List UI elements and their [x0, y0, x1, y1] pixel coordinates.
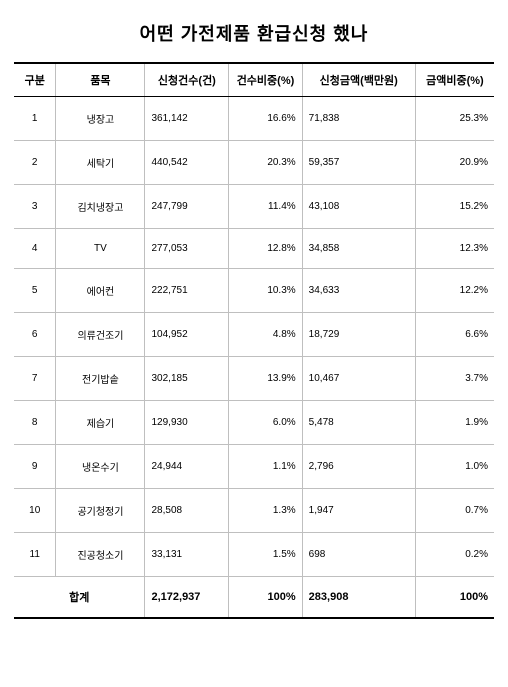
table-total-row: 합계 2,172,937 100% 283,908 100%: [14, 577, 494, 619]
cell-amount-pct: 1.9%: [415, 401, 494, 445]
cell-idx: 4: [14, 229, 56, 269]
cell-item: 의류건조기: [56, 313, 145, 357]
cell-item: 전기밥솥: [56, 357, 145, 401]
col-header-count: 신청건수(건): [145, 63, 229, 97]
cell-count-pct: 6.0%: [229, 401, 302, 445]
cell-item: 냉온수기: [56, 445, 145, 489]
table-row: 4TV277,05312.8%34,85812.3%: [14, 229, 494, 269]
cell-amount: 34,633: [302, 269, 415, 313]
cell-amount-pct: 0.2%: [415, 533, 494, 577]
cell-count-pct: 13.9%: [229, 357, 302, 401]
col-header-item: 품목: [56, 63, 145, 97]
total-count-pct: 100%: [229, 577, 302, 619]
cell-count-pct: 4.8%: [229, 313, 302, 357]
cell-item: TV: [56, 229, 145, 269]
cell-count: 277,053: [145, 229, 229, 269]
cell-count: 129,930: [145, 401, 229, 445]
cell-item: 에어컨: [56, 269, 145, 313]
cell-amount-pct: 6.6%: [415, 313, 494, 357]
cell-count: 247,799: [145, 185, 229, 229]
table-row: 7전기밥솥302,18513.9%10,4673.7%: [14, 357, 494, 401]
table-row: 10공기청정기28,5081.3%1,9470.7%: [14, 489, 494, 533]
cell-count: 440,542: [145, 141, 229, 185]
cell-idx: 8: [14, 401, 56, 445]
cell-count: 33,131: [145, 533, 229, 577]
cell-idx: 10: [14, 489, 56, 533]
cell-count-pct: 1.5%: [229, 533, 302, 577]
cell-amount: 10,467: [302, 357, 415, 401]
table-row: 11진공청소기33,1311.5%6980.2%: [14, 533, 494, 577]
col-header-amount-pct: 금액비중(%): [415, 63, 494, 97]
cell-idx: 9: [14, 445, 56, 489]
cell-amount-pct: 20.9%: [415, 141, 494, 185]
cell-amount: 59,357: [302, 141, 415, 185]
cell-idx: 2: [14, 141, 56, 185]
cell-amount-pct: 12.3%: [415, 229, 494, 269]
table-header-row: 구분 품목 신청건수(건) 건수비중(%) 신청금액(백만원) 금액비중(%): [14, 63, 494, 97]
table-row: 1냉장고361,14216.6%71,83825.3%: [14, 97, 494, 141]
cell-amount-pct: 15.2%: [415, 185, 494, 229]
cell-count-pct: 1.3%: [229, 489, 302, 533]
cell-idx: 3: [14, 185, 56, 229]
cell-amount-pct: 12.2%: [415, 269, 494, 313]
table-row: 2세탁기440,54220.3%59,35720.9%: [14, 141, 494, 185]
cell-amount: 5,478: [302, 401, 415, 445]
col-header-amount: 신청금액(백만원): [302, 63, 415, 97]
cell-count-pct: 16.6%: [229, 97, 302, 141]
cell-amount: 2,796: [302, 445, 415, 489]
cell-count: 24,944: [145, 445, 229, 489]
cell-item: 세탁기: [56, 141, 145, 185]
total-count: 2,172,937: [145, 577, 229, 619]
cell-count-pct: 12.8%: [229, 229, 302, 269]
cell-count-pct: 10.3%: [229, 269, 302, 313]
cell-count: 104,952: [145, 313, 229, 357]
cell-amount: 43,108: [302, 185, 415, 229]
cell-count: 302,185: [145, 357, 229, 401]
cell-count-pct: 11.4%: [229, 185, 302, 229]
cell-amount-pct: 3.7%: [415, 357, 494, 401]
cell-item: 김치냉장고: [56, 185, 145, 229]
cell-idx: 6: [14, 313, 56, 357]
cell-count-pct: 1.1%: [229, 445, 302, 489]
total-label: 합계: [14, 577, 145, 619]
cell-amount: 1,947: [302, 489, 415, 533]
total-amount-pct: 100%: [415, 577, 494, 619]
cell-amount: 34,858: [302, 229, 415, 269]
table-row: 3김치냉장고247,79911.4%43,10815.2%: [14, 185, 494, 229]
table-row: 9냉온수기24,9441.1%2,7961.0%: [14, 445, 494, 489]
refund-table: 구분 품목 신청건수(건) 건수비중(%) 신청금액(백만원) 금액비중(%) …: [14, 62, 494, 619]
cell-item: 공기청정기: [56, 489, 145, 533]
cell-idx: 5: [14, 269, 56, 313]
cell-amount-pct: 0.7%: [415, 489, 494, 533]
cell-item: 제습기: [56, 401, 145, 445]
col-header-count-pct: 건수비중(%): [229, 63, 302, 97]
cell-count: 28,508: [145, 489, 229, 533]
cell-amount-pct: 25.3%: [415, 97, 494, 141]
cell-amount: 698: [302, 533, 415, 577]
cell-count-pct: 20.3%: [229, 141, 302, 185]
cell-idx: 1: [14, 97, 56, 141]
cell-item: 냉장고: [56, 97, 145, 141]
cell-count: 361,142: [145, 97, 229, 141]
cell-idx: 11: [14, 533, 56, 577]
table-row: 8제습기129,9306.0%5,4781.9%: [14, 401, 494, 445]
table-row: 5에어컨222,75110.3%34,63312.2%: [14, 269, 494, 313]
page-title: 어떤 가전제품 환급신청 했나: [14, 20, 494, 46]
cell-count: 222,751: [145, 269, 229, 313]
cell-amount-pct: 1.0%: [415, 445, 494, 489]
cell-amount: 18,729: [302, 313, 415, 357]
cell-idx: 7: [14, 357, 56, 401]
cell-item: 진공청소기: [56, 533, 145, 577]
col-header-idx: 구분: [14, 63, 56, 97]
table-row: 6의류건조기104,9524.8%18,7296.6%: [14, 313, 494, 357]
cell-amount: 71,838: [302, 97, 415, 141]
total-amount: 283,908: [302, 577, 415, 619]
